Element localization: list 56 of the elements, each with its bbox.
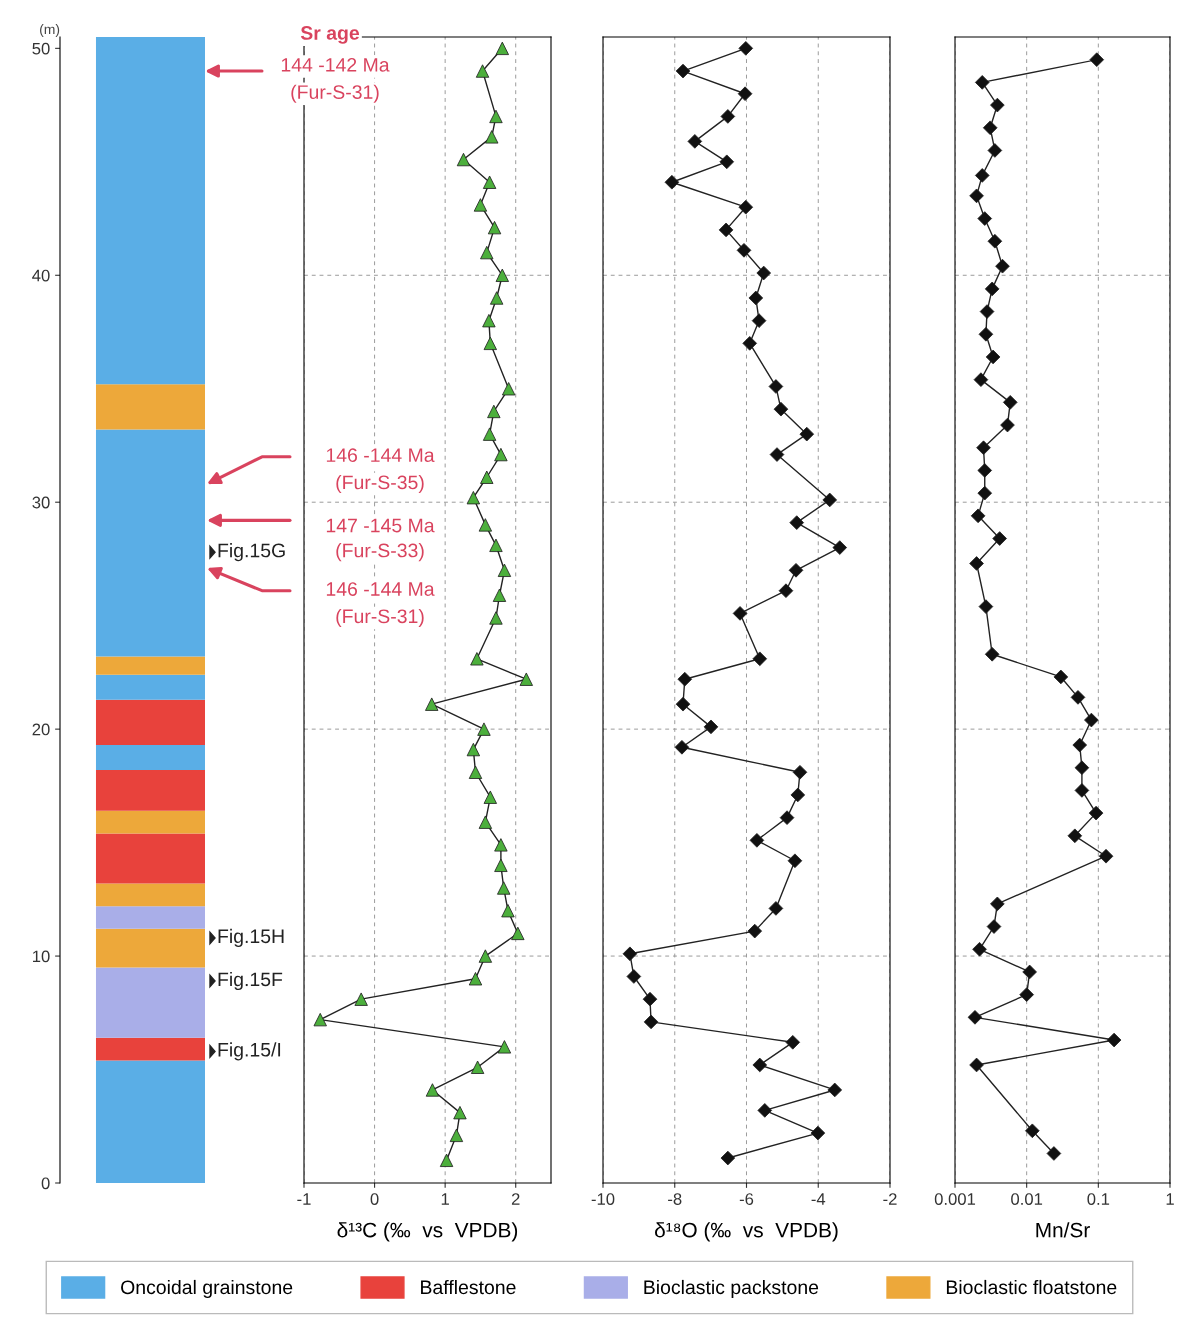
- legend-label: Bioclastic packstone: [644, 1279, 819, 1299]
- annotation: 147 -145 Ma: [326, 518, 435, 533]
- y-tick-label: 10: [33, 950, 50, 963]
- x-tick-label: 1: [441, 1193, 449, 1205]
- x-tick-label: -2: [883, 1193, 897, 1205]
- legend-label: Oncoidal grainstone: [121, 1279, 293, 1299]
- x-tick-label: -4: [811, 1193, 826, 1205]
- bar: [95, 656, 205, 675]
- bar: [95, 1060, 205, 1183]
- annotation: 144 -142 Ma: [281, 57, 390, 72]
- bar: [95, 810, 205, 834]
- bar: [95, 1037, 205, 1061]
- bar: [95, 928, 205, 968]
- legend-label: Bioclastic floatstone: [946, 1279, 1117, 1295]
- bar: [95, 769, 205, 811]
- bar: [95, 699, 205, 746]
- x-axis-title: δ¹⁸O (‰ vs VPDB): [655, 1222, 838, 1242]
- caption: Fig.15/I: [218, 1042, 281, 1061]
- bar: [95, 883, 205, 907]
- y-tick-label: 20: [32, 723, 50, 736]
- annotation: 146 -144 Ma: [326, 582, 435, 596]
- bar: [95, 833, 205, 884]
- y-tick-label: 30: [32, 496, 50, 509]
- bar: [95, 429, 205, 657]
- x-axis-title: Mn/Sr: [1036, 1222, 1090, 1238]
- x-tick-label: 0.1: [1087, 1193, 1110, 1205]
- y-tick-label: 40: [32, 269, 50, 282]
- annotation: Sr age: [300, 26, 360, 44]
- bar: [95, 906, 205, 929]
- x-tick-label: 0.001: [934, 1193, 976, 1205]
- bar: [95, 384, 205, 430]
- x-tick-label: 1: [1166, 1193, 1174, 1205]
- annotation: (Fur-S-31): [291, 84, 379, 103]
- annotation: 146 -144 Ma: [326, 448, 435, 463]
- x-tick-label: 0.01: [1011, 1193, 1043, 1205]
- y-axis-title: (m): [40, 24, 60, 37]
- caption: Fig.15G: [218, 543, 285, 562]
- annotation: (Fur-S-31): [336, 608, 424, 627]
- annotation: (Fur-S-33): [336, 543, 424, 562]
- x-tick-label: 0: [370, 1193, 379, 1205]
- annotation: (Fur-S-35): [336, 474, 424, 494]
- x-tick-label: -6: [739, 1193, 754, 1205]
- bar: [95, 745, 205, 770]
- x-tick-label: 2: [511, 1193, 520, 1205]
- caption: Fig.15H: [218, 928, 284, 947]
- bar: [95, 674, 205, 700]
- bar: [95, 967, 205, 1038]
- x-tick-label: -1: [297, 1193, 311, 1205]
- x-tick-label: -8: [668, 1193, 682, 1205]
- caption: Fig.15F: [218, 971, 283, 991]
- y-tick-label: 0: [41, 1177, 50, 1190]
- y-tick-label: 50: [32, 42, 50, 55]
- x-axis-title: δ¹³C (‰ vs VPDB): [337, 1222, 518, 1242]
- bar: [95, 37, 205, 385]
- legend-label: Bafflestone: [421, 1279, 516, 1295]
- x-tick-label: -10: [591, 1193, 615, 1205]
